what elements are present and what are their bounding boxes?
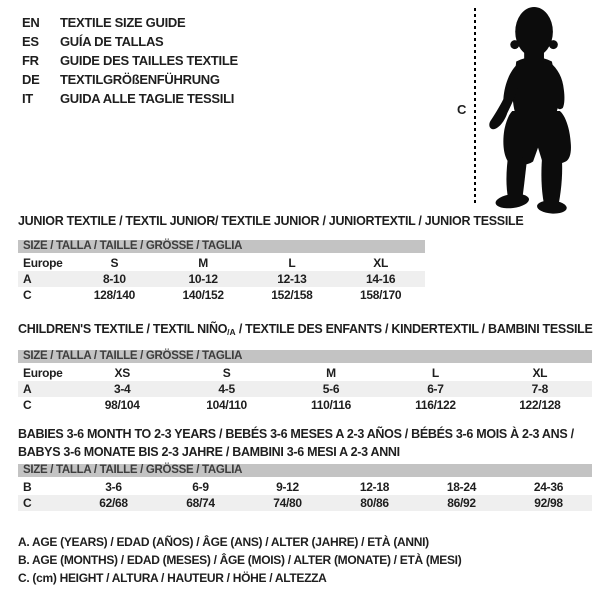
table-row-age: A 3-4 4-5 5-6 6-7 7-8	[18, 381, 592, 397]
guide-title-fr: GUIDE DES TAILLES TEXTILE	[60, 53, 238, 68]
language-row-de: DE TEXTILGRÖßENFÜHRUNG	[22, 70, 322, 89]
children-size-table: SIZE / TALLA / TAILLE / GRÖSSE / TAGLIA …	[18, 350, 592, 413]
height-cell: 92/98	[534, 496, 563, 510]
age-cell: 3-4	[113, 382, 131, 396]
height-cell: 104/110	[206, 398, 247, 412]
height-cell: 158/170	[359, 288, 402, 302]
height-cell: 98/104	[104, 398, 140, 412]
age-cell: 8-10	[102, 272, 126, 286]
size-cell: S	[222, 366, 231, 380]
height-cell: 140/152	[182, 288, 224, 302]
size-cell: L	[431, 366, 439, 380]
size-cell: XS	[114, 366, 130, 380]
junior-size-header: SIZE / TALLA / TAILLE / GRÖSSE / TAGLIA	[18, 240, 425, 253]
language-code: EN	[22, 15, 40, 30]
height-measure-label: C	[457, 102, 467, 117]
height-cell: 62/68	[99, 496, 128, 510]
language-list: EN TEXTILE SIZE GUIDE ES GUÍA DE TALLAS …	[22, 13, 322, 108]
toddler-silhouette-icon	[486, 4, 596, 214]
table-row-height: C 62/68 68/74 74/80 80/86 86/92 92/98	[18, 495, 592, 511]
height-cell: 80/86	[360, 496, 389, 510]
height-dotted-line	[474, 8, 476, 206]
babies-size-table: SIZE / TALLA / TAILLE / GRÖSSE / TAGLIA …	[18, 464, 592, 511]
children-size-header: SIZE / TALLA / TAILLE / GRÖSSE / TAGLIA	[18, 350, 592, 363]
babies-section-title-line1: BABIES 3-6 MONTH TO 2-3 YEARS / BEBÉS 3-…	[18, 427, 574, 441]
language-code: DE	[22, 72, 40, 87]
children-title-part1: CHILDREN'S TEXTILE / TEXTIL NIÑO	[18, 322, 228, 336]
row-label: Europe	[23, 256, 63, 270]
language-row-es: ES GUÍA DE TALLAS	[22, 32, 322, 51]
language-row-fr: FR GUIDE DES TAILLES TEXTILE	[22, 51, 322, 70]
row-label: Europe	[23, 366, 63, 380]
age-cell: 6-9	[192, 480, 209, 494]
age-cell: 10-12	[188, 272, 219, 286]
age-cell: 18-24	[446, 480, 477, 494]
height-cell: 122/128	[519, 398, 561, 412]
height-cell: 68/74	[186, 496, 215, 510]
size-cell: M	[326, 366, 336, 380]
guide-title-en: TEXTILE SIZE GUIDE	[60, 15, 186, 30]
legend-notes: A. AGE (YEARS) / EDAD (AÑOS) / ÂGE (ANS)…	[18, 533, 462, 587]
junior-section-title: JUNIOR TEXTILE / TEXTIL JUNIOR/ TEXTILE …	[18, 214, 524, 228]
height-cell: 152/158	[271, 288, 313, 302]
size-cell: S	[110, 256, 119, 270]
age-cell: 6-7	[427, 382, 444, 396]
guide-title-es: GUÍA DE TALLAS	[60, 34, 164, 49]
size-cell: XL	[373, 256, 388, 270]
legend-note-b: B. AGE (MONTHS) / EDAD (MESES) / ÂGE (MO…	[18, 553, 462, 567]
row-label: A	[23, 272, 32, 286]
guide-title-de: TEXTILGRÖßENFÜHRUNG	[60, 72, 220, 87]
guide-title-it: GUIDA ALLE TAGLIE TESSILI	[60, 91, 235, 106]
height-cell: 86/92	[447, 496, 476, 510]
babies-section-title-line2: BABYS 3-6 MONATE BIS 2-3 JAHRE / BAMBINI…	[18, 445, 400, 459]
table-row-europe: Europe XS S M L XL	[18, 365, 592, 381]
row-label: C	[23, 398, 32, 412]
language-row-it: IT GUIDA ALLE TAGLIE TESSILI	[22, 89, 322, 108]
age-cell: 12-18	[359, 480, 390, 494]
age-cell: 5-6	[322, 382, 340, 396]
table-row-europe: Europe S M L XL	[18, 255, 425, 271]
height-cell: 74/80	[273, 496, 302, 510]
row-label: B	[23, 480, 32, 494]
table-row-height: C 98/104 104/110 110/116 116/122 122/128	[18, 397, 592, 413]
size-cell: M	[198, 256, 208, 270]
table-row-height: C 128/140 140/152 152/158 158/170	[18, 287, 425, 303]
children-title-part2: / TEXTILE DES ENFANTS / KINDERTEXTIL / B…	[235, 322, 593, 336]
junior-size-table: SIZE / TALLA / TAILLE / GRÖSSE / TAGLIA …	[18, 240, 425, 303]
age-cell: 9-12	[276, 480, 299, 494]
age-cell: 7-8	[531, 382, 549, 396]
row-label: A	[23, 382, 32, 396]
children-title-sub: /A	[227, 327, 236, 337]
height-cell: 116/122	[415, 398, 456, 412]
language-row-en: EN TEXTILE SIZE GUIDE	[22, 13, 322, 32]
age-cell: 3-6	[105, 480, 122, 494]
legend-note-a: A. AGE (YEARS) / EDAD (AÑOS) / ÂGE (ANS)…	[18, 535, 429, 549]
age-cell: 24-36	[533, 480, 564, 494]
size-cell: XL	[532, 366, 548, 380]
height-cell: 128/140	[93, 288, 136, 302]
language-code: FR	[22, 53, 39, 68]
age-cell: 4-5	[218, 382, 235, 396]
children-section-title: CHILDREN'S TEXTILE / TEXTIL NIÑO/A / TEX…	[18, 321, 593, 341]
row-label: C	[23, 288, 32, 302]
table-row-age: A 8-10 10-12 12-13 14-16	[18, 271, 425, 287]
age-cell: 12-13	[277, 272, 307, 286]
row-label: C	[23, 496, 32, 510]
age-cell: 14-16	[366, 272, 396, 286]
size-cell: L	[288, 256, 296, 270]
language-code: ES	[22, 34, 39, 49]
babies-size-header: SIZE / TALLA / TAILLE / GRÖSSE / TAGLIA	[18, 464, 592, 477]
language-code: IT	[22, 91, 33, 106]
table-row-age-months: B 3-6 6-9 9-12 12-18 18-24 24-36	[18, 479, 592, 495]
height-cell: 110/116	[311, 398, 351, 412]
legend-note-c: C. (cm) HEIGHT / ALTURA / HAUTEUR / HÖHE…	[18, 571, 327, 585]
